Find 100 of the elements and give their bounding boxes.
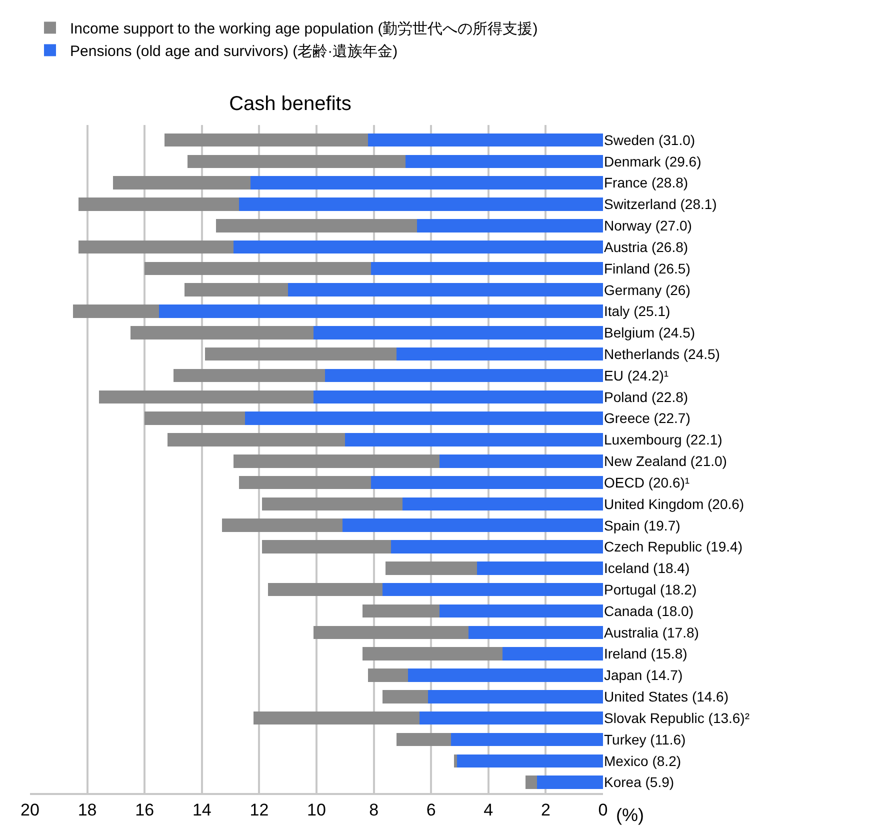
bar: [173, 368, 326, 382]
bar: [233, 454, 440, 468]
y-tick-label: United Kingdom (20.6): [604, 496, 744, 512]
bar: [370, 262, 603, 276]
bar: [250, 176, 603, 190]
bar: [382, 690, 428, 704]
bar: [188, 154, 406, 168]
x-tick-label: 12: [250, 800, 269, 820]
bar: [402, 497, 603, 511]
bar: [262, 497, 402, 511]
bar: [98, 390, 314, 404]
y-tick-label: Turkey (11.6): [604, 731, 686, 748]
y-tick-label: United States (14.6): [604, 688, 729, 705]
bar: [268, 582, 382, 596]
bar: [325, 368, 603, 382]
y-tick-label: Spain (19.7): [604, 517, 680, 534]
bar: [362, 647, 503, 660]
y-tick-label: Iceland (18.4): [604, 560, 690, 576]
bar: [72, 304, 159, 318]
bar: [420, 711, 603, 725]
x-tick-label: 18: [78, 800, 97, 820]
y-tick-label: Japan (14.7): [604, 667, 683, 684]
y-tick-label: Netherlands (24.5): [604, 346, 720, 362]
y-tick-label: Germany (26): [604, 282, 690, 298]
bar: [416, 218, 603, 232]
bar: [362, 604, 440, 618]
bar: [262, 540, 391, 554]
bar: [405, 154, 603, 168]
bar: [233, 240, 603, 254]
bar: [476, 562, 603, 575]
y-tick-label: Luxembourg (22.1): [604, 432, 722, 448]
bar: [158, 304, 603, 318]
bar: [368, 133, 603, 147]
x-tick-label: 16: [135, 800, 154, 820]
x-tick-label: 6: [426, 800, 436, 820]
legend-label: Pensions (old age and survivors) (老齢·遺族年金): [70, 43, 398, 60]
bar: [144, 412, 245, 425]
bar: [314, 390, 603, 404]
bar: [454, 754, 457, 768]
y-tick-label: Norway (27.0): [604, 218, 692, 234]
y-tick-label: Greece (22.7): [604, 410, 690, 426]
y-tick-label: OECD (20.6)¹: [604, 474, 690, 490]
y-tick-label: Korea (5.9): [604, 774, 674, 790]
bar: [396, 732, 452, 746]
x-tick-label: 8: [369, 800, 379, 820]
bar: [345, 433, 603, 446]
bar: [314, 326, 603, 340]
x-tick-label: 4: [484, 800, 494, 820]
y-tick-label: Slovak Republic (13.6)²: [604, 710, 750, 726]
bar: [390, 540, 603, 554]
bar: [408, 668, 603, 682]
bar: [164, 133, 368, 147]
y-tick-label: Australia (17.8): [604, 624, 699, 640]
bar: [526, 776, 538, 789]
bar: [468, 626, 603, 640]
bar: [168, 433, 346, 446]
bar: [382, 582, 603, 596]
x-tick-label: 20: [20, 800, 40, 820]
bar: [239, 198, 603, 211]
bar: [78, 198, 240, 211]
bar: [502, 647, 603, 660]
bar: [253, 711, 420, 725]
y-tick-label: France (28.8): [604, 174, 688, 191]
bar: [184, 283, 288, 296]
bar: [204, 347, 397, 361]
bar: [537, 776, 603, 789]
y-tick-label: Portugal (18.2): [604, 582, 697, 598]
bar: [440, 604, 603, 618]
bar: [451, 732, 603, 746]
bar: [78, 240, 234, 254]
y-tick-label: Finland (26.5): [604, 260, 690, 276]
y-tick-label: Austria (26.8): [604, 238, 688, 255]
bar: [385, 562, 477, 575]
x-tick-label: 0: [598, 800, 608, 820]
y-tick-label: Sweden (31.0): [604, 132, 696, 148]
y-tick-label: EU (24.2)¹: [604, 367, 669, 384]
bar: [222, 518, 342, 532]
bar: [370, 476, 603, 490]
bar: [113, 176, 251, 190]
x-tick-label: 14: [192, 800, 212, 820]
y-tick-label: Italy (25.1): [604, 303, 670, 320]
bar: [130, 326, 314, 340]
y-tick-label: New Zealand (21.0): [604, 453, 727, 470]
y-tick-label: Canada (18.0): [604, 602, 694, 619]
y-tick-label: Switzerland (28.1): [604, 196, 717, 212]
bar: [288, 283, 603, 296]
x-tick-label: 10: [307, 800, 326, 820]
chart-title: Cash benefits: [229, 92, 352, 115]
y-tick-label: Czech Republic (19.4): [604, 538, 743, 555]
bar: [216, 218, 417, 232]
bar: [244, 412, 603, 425]
bar: [239, 476, 371, 490]
y-tick-label: Mexico (8.2): [604, 752, 682, 769]
y-tick-label: Belgium (24.5): [604, 324, 696, 341]
bar: [396, 347, 603, 361]
y-tick-label: Denmark (29.6): [604, 153, 702, 170]
bar: [144, 262, 371, 276]
bar: [342, 518, 603, 532]
y-tick-label: Poland (22.8): [604, 388, 688, 405]
bar: [314, 626, 468, 640]
